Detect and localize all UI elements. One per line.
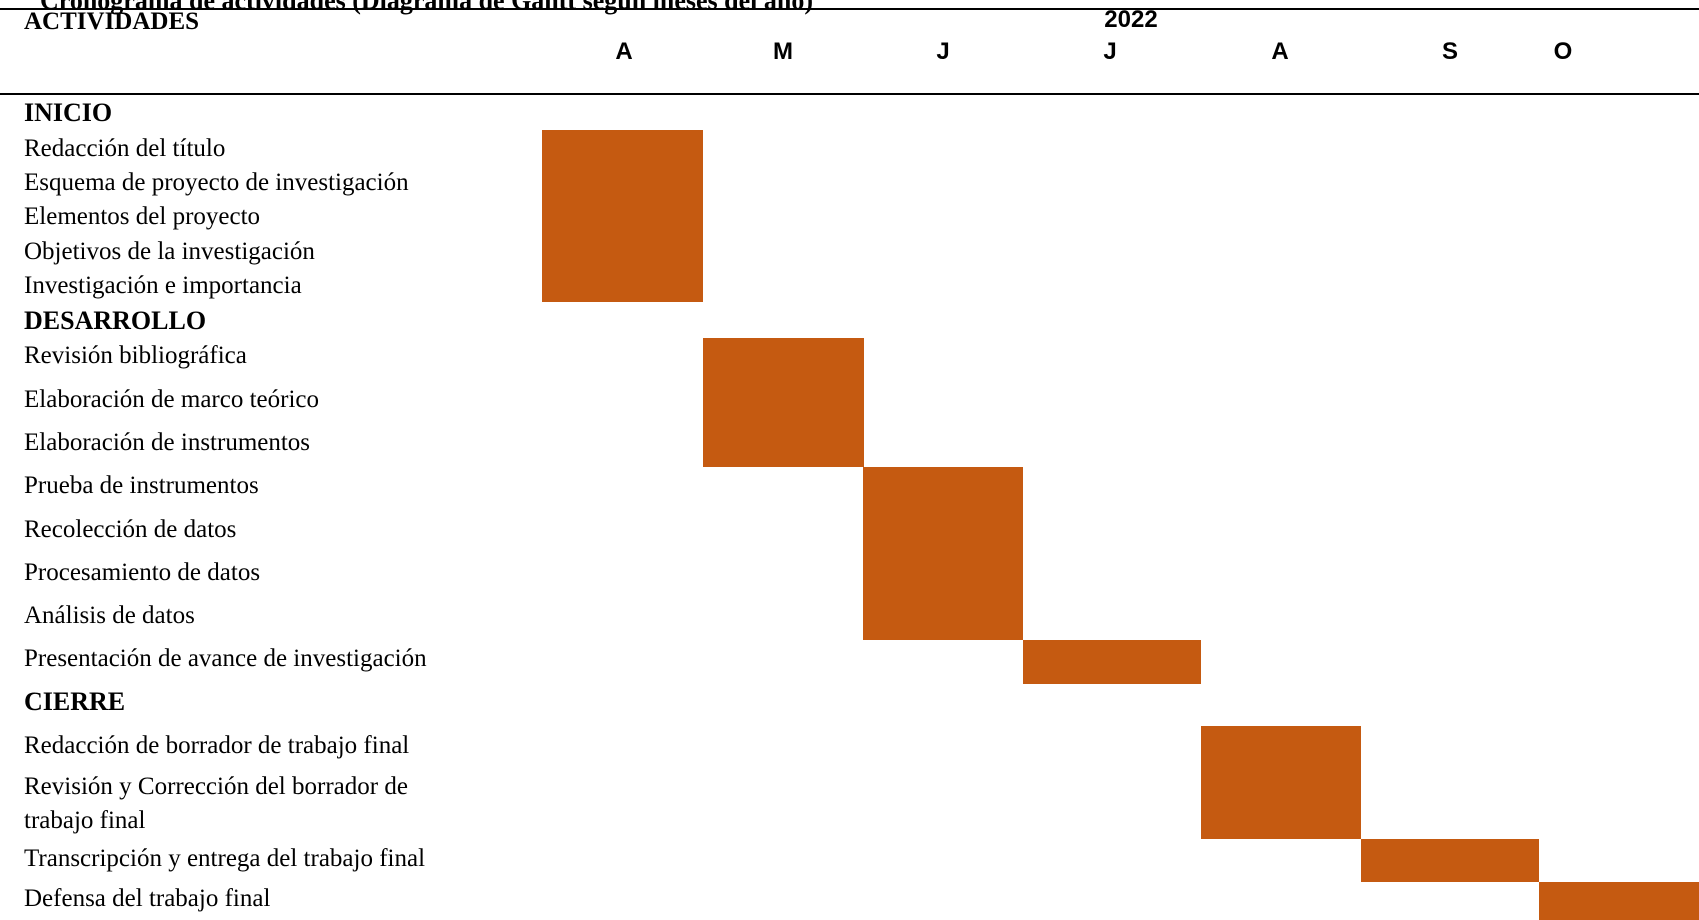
month-label-may: M: [773, 38, 793, 65]
gantt-bar-jul: [1023, 640, 1201, 684]
activity-row: Investigación e importancia: [24, 272, 302, 299]
month-label-oct: O: [1553, 38, 1573, 65]
month-label-aug: A: [1271, 38, 1289, 65]
month-label-jun: J: [936, 38, 950, 65]
phase-inicio: INICIO: [24, 98, 113, 127]
activity-row: Redacción de borrador de trabajo final: [24, 732, 410, 759]
activity-row: Prueba de instrumentos: [24, 472, 259, 499]
activity-row: Elaboración de instrumentos: [24, 429, 311, 456]
activity-row: Recolección de datos: [24, 516, 237, 543]
activity-row: Elaboración de marco teórico: [24, 386, 319, 413]
activity-row: Revisión bibliográfica: [24, 342, 247, 369]
gantt-bar-may: [703, 338, 864, 467]
phase-cierre: CIERRE: [24, 687, 126, 716]
month-label-sep: S: [1441, 38, 1459, 65]
activity-row: Análisis de datos: [24, 602, 195, 629]
gantt-bar-aug: [1201, 726, 1361, 839]
document-title: Cronograma de actividades (Diagrama de G…: [40, 0, 813, 15]
gantt-bar-oct: [1539, 882, 1699, 920]
activity-row: Revisión y Corrección del borrador de: [24, 773, 408, 800]
top-rule: [0, 8, 1699, 10]
gantt-bar-jun: [863, 467, 1023, 640]
activity-row: trabajo final: [24, 807, 146, 834]
activity-row: Transcripción y entrega del trabajo fina…: [24, 845, 426, 872]
month-label-jul: J: [1103, 38, 1117, 65]
activity-row: Defensa del trabajo final: [24, 885, 271, 912]
gantt-bar-apr: [542, 130, 703, 302]
year-label: 2022: [1104, 6, 1158, 33]
activities-header: ACTIVIDADES: [24, 8, 200, 35]
activity-row: Presentación de avance de investigación: [24, 645, 427, 672]
activity-row: Esquema de proyecto de investigación: [24, 169, 409, 196]
phase-desarrollo: DESARROLLO: [24, 306, 207, 335]
month-label-apr: A: [615, 38, 633, 65]
gantt-bar-sep: [1361, 839, 1539, 882]
header-rule: [0, 93, 1699, 95]
activity-row: Procesamiento de datos: [24, 559, 261, 586]
activity-row: Redacción del título: [24, 135, 226, 162]
activity-row: Elementos del proyecto: [24, 203, 261, 230]
activity-row: Objetivos de la investigación: [24, 238, 315, 265]
